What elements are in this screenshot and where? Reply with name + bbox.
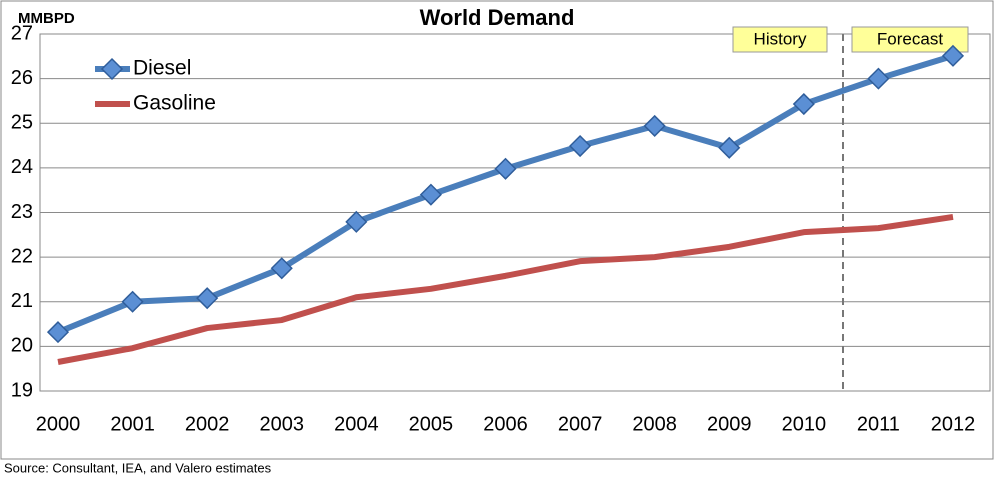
x-tick-label: 2004: [334, 413, 379, 435]
legend-label: Diesel: [133, 57, 191, 80]
data-point: [345, 210, 368, 233]
x-tick-label: 2009: [707, 413, 752, 435]
y-tick-label: 26: [11, 67, 33, 89]
y-tick-label: 24: [11, 156, 33, 178]
x-tick-label: 2012: [931, 413, 976, 435]
data-point: [643, 114, 666, 137]
source-note: Source: Consultant, IEA, and Valero esti…: [4, 460, 272, 475]
history-box: [732, 26, 828, 53]
history-label: History: [754, 29, 807, 48]
forecast-label: Forecast: [877, 29, 943, 48]
data-point: [46, 321, 70, 344]
chart-frame: [0, 0, 994, 460]
plot-frame: [39, 33, 991, 392]
y-tick-label: 27: [11, 22, 33, 44]
data-point: [419, 183, 442, 206]
x-tick-label: 2010: [782, 413, 827, 435]
data-point: [941, 44, 965, 67]
data-point: [494, 157, 517, 180]
legend-marker: [100, 57, 124, 81]
y-tick-label: 20: [11, 335, 33, 357]
data-point: [270, 257, 293, 280]
x-tick-label: 2008: [632, 413, 677, 435]
y-tick-label: 21: [11, 290, 33, 312]
data-point: [792, 93, 815, 116]
series-line: [57, 213, 954, 365]
x-tick-label: 2000: [36, 413, 81, 435]
x-tick-label: 2003: [260, 413, 305, 435]
x-tick-label: 2007: [558, 413, 603, 435]
legend-label: Gasoline: [133, 92, 216, 115]
x-tick-label: 2005: [409, 413, 454, 435]
y-axis-label: MMBPD: [18, 10, 75, 27]
data-point: [121, 290, 144, 313]
x-tick-label: 2011: [857, 413, 900, 435]
x-tick-label: 2002: [185, 413, 230, 435]
chart-title: World Demand: [420, 5, 575, 30]
data-point: [867, 67, 890, 90]
x-tick-label: 2001: [110, 413, 155, 435]
data-point: [718, 136, 741, 159]
data-point: [196, 287, 219, 310]
y-tick-label: 25: [11, 112, 33, 134]
y-tick-label: 22: [11, 245, 33, 267]
x-tick-label: 2006: [483, 413, 528, 435]
forecast-box: [851, 26, 969, 53]
data-point: [569, 134, 592, 158]
y-tick-label: 23: [11, 201, 33, 223]
y-tick-label: 19: [11, 379, 33, 401]
